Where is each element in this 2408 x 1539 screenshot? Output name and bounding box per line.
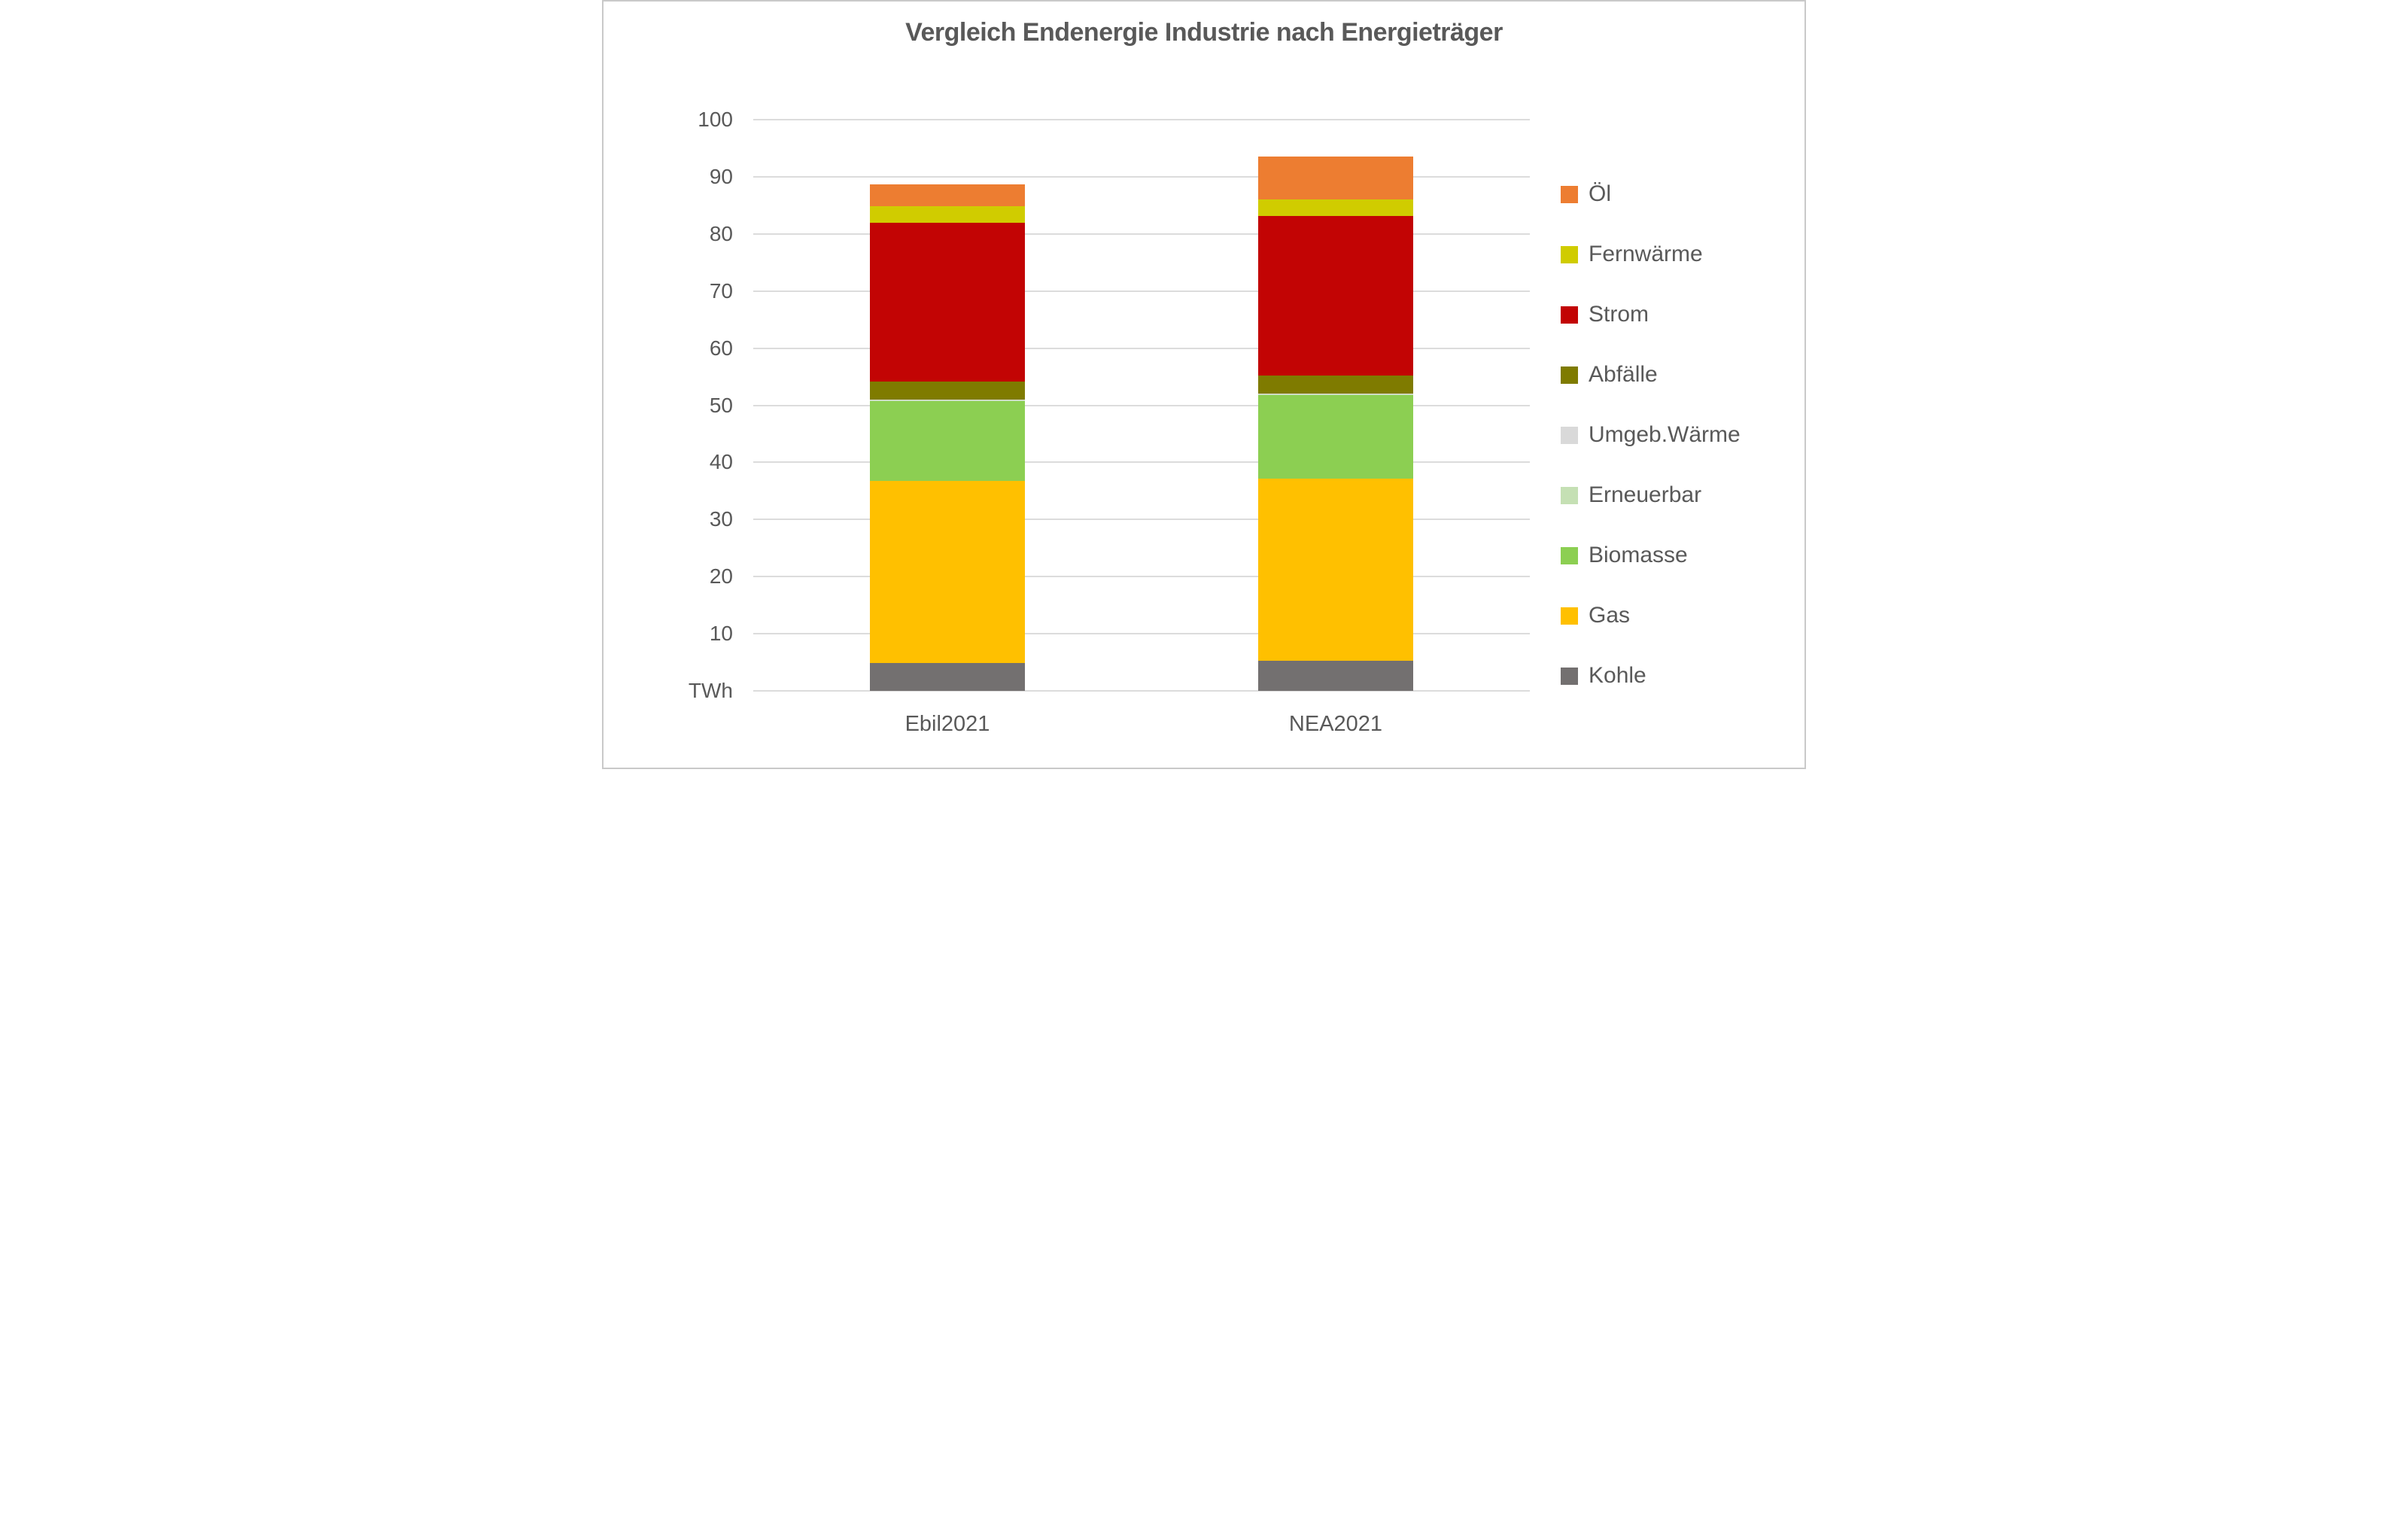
y-tick-label: 50	[709, 393, 733, 417]
legend-label: Abfälle	[1589, 362, 1658, 387]
gridline	[753, 404, 1530, 406]
x-axis-label-nea2021: NEA2021	[1288, 712, 1383, 736]
gridline	[753, 347, 1530, 349]
bar-segment-strom-ebil2021	[870, 222, 1025, 382]
legend-label: Gas	[1589, 603, 1631, 628]
bar-segment-öl-nea2021	[1258, 157, 1413, 200]
legend-swatch-strom	[1561, 306, 1578, 324]
bar-segment-öl-ebil2021	[870, 184, 1025, 206]
legend-swatch-kohle	[1561, 668, 1578, 685]
legend-item-biomasse: Biomasse	[1561, 544, 1786, 567]
legend-swatch-umgeb-wärme	[1561, 427, 1578, 444]
legend-label: Kohle	[1589, 663, 1646, 688]
legend-item-umgeb-wärme: Umgeb.Wärme	[1561, 424, 1786, 446]
gridline	[753, 519, 1530, 521]
bar-segment-fernwärme-ebil2021	[870, 205, 1025, 223]
x-axis-label-ebil2021: Ebil2021	[905, 712, 990, 736]
y-tick-label: 30	[709, 507, 733, 531]
legend-swatch-gas	[1561, 607, 1578, 625]
bar-segment-erneuerbar-ebil2021	[870, 400, 1025, 402]
bar-segment-fernwärme-nea2021	[1258, 199, 1413, 217]
y-tick-label: 40	[709, 450, 733, 474]
legend-item-erneuerbar: Erneuerbar	[1561, 484, 1786, 506]
gridline	[753, 576, 1530, 578]
legend-item-öl: Öl	[1561, 183, 1786, 205]
gridline	[753, 461, 1530, 464]
bar-segment-gas-nea2021	[1258, 478, 1413, 661]
gridline	[753, 119, 1530, 120]
y-tick-label: 70	[709, 278, 733, 303]
y-tick-label: 80	[709, 221, 733, 245]
legend-label: Biomasse	[1589, 543, 1688, 567]
legend-label: Öl	[1589, 181, 1611, 206]
bar-segment-kohle-nea2021	[1258, 660, 1413, 691]
chart-title: Vergleich Endenergie Industrie nach Ener…	[905, 18, 1503, 47]
legend-item-abfälle: Abfälle	[1561, 363, 1786, 386]
bar-segment-abfälle-nea2021	[1258, 376, 1413, 394]
bar-segment-abfälle-ebil2021	[870, 381, 1025, 400]
bar-segment-biomasse-ebil2021	[870, 401, 1025, 482]
bar-segment-biomasse-nea2021	[1258, 394, 1413, 479]
y-axis-unit-label: TWh	[688, 679, 733, 702]
legend-item-kohle: Kohle	[1561, 665, 1786, 687]
y-tick-label: 100	[698, 108, 733, 131]
y-tick-label: 90	[709, 164, 733, 188]
legend-item-strom: Strom	[1561, 303, 1786, 326]
bar-segment-erneuerbar-nea2021	[1258, 394, 1413, 395]
legend-item-gas: Gas	[1561, 604, 1786, 627]
bar-segment-kohle-ebil2021	[870, 662, 1025, 691]
y-tick-label: 60	[709, 336, 733, 360]
legend-label: Erneuerbar	[1589, 482, 1702, 507]
legend-item-fernwärme: Fernwärme	[1561, 243, 1786, 266]
gridline	[753, 290, 1530, 292]
legend-label: Strom	[1589, 302, 1649, 327]
gridline	[753, 233, 1530, 235]
chart-container: Vergleich Endenergie Industrie nach Ener…	[602, 0, 1806, 769]
gridline	[753, 633, 1530, 635]
y-tick-label: 10	[709, 622, 733, 646]
bar-segment-gas-ebil2021	[870, 481, 1025, 663]
y-tick-label: 20	[709, 564, 733, 589]
bar-segment-strom-nea2021	[1258, 216, 1413, 376]
gridline	[753, 175, 1530, 178]
legend-label: Fernwärme	[1589, 242, 1703, 266]
legend-swatch-erneuerbar	[1561, 487, 1578, 504]
legend-swatch-biomasse	[1561, 547, 1578, 564]
gridline	[753, 690, 1530, 692]
legend-label: Umgeb.Wärme	[1589, 422, 1741, 447]
legend-swatch-öl	[1561, 186, 1578, 203]
legend-swatch-abfälle	[1561, 367, 1578, 384]
legend-swatch-fernwärme	[1561, 246, 1578, 263]
